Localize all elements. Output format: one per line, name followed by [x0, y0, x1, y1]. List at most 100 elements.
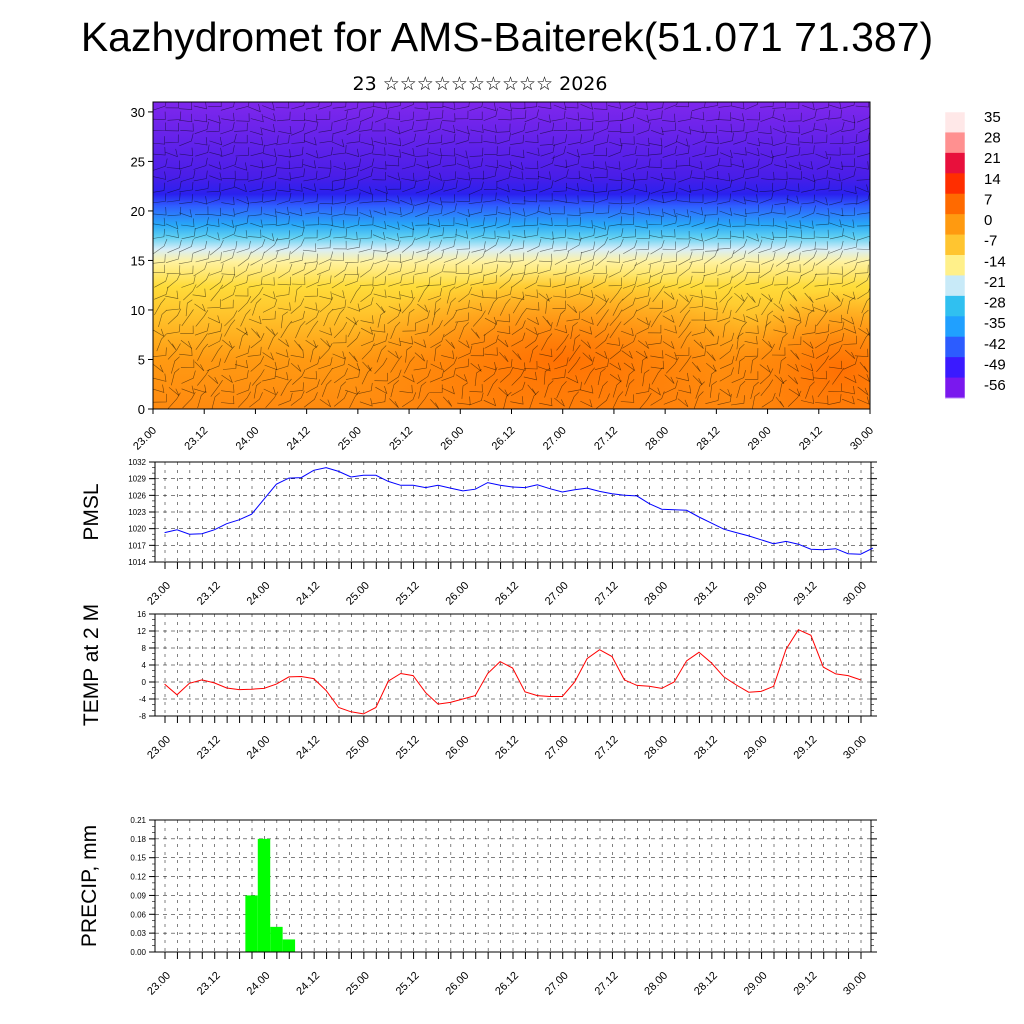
- wind-barb: [345, 368, 360, 380]
- wind-barb: [306, 320, 319, 338]
- wind-barb: [706, 362, 717, 372]
- wind-barb: [331, 179, 346, 192]
- wind-barb: [705, 135, 719, 144]
- wind-barb: [761, 392, 776, 408]
- wind-barb: [166, 323, 181, 335]
- x-tick-label: 29.00: [746, 425, 774, 453]
- wind-barb: [773, 314, 785, 324]
- x-tick-label: 23.12: [195, 734, 223, 762]
- wind-barb: [527, 384, 537, 395]
- wind-barb: [402, 392, 417, 408]
- wind-barb: [677, 111, 692, 122]
- wind-barb: [167, 392, 181, 409]
- wind-barb: [402, 374, 415, 383]
- wind-barb: [800, 262, 816, 277]
- wind-barb: [276, 160, 290, 170]
- wind-barb: [316, 168, 332, 181]
- wind-barb: [635, 383, 650, 395]
- wind-barb: [800, 145, 815, 156]
- wind-barb: [224, 345, 235, 364]
- wind-barb: [663, 291, 675, 300]
- wind-barb: [250, 219, 263, 228]
- wind-barb: [167, 169, 182, 182]
- wind-barb: [788, 161, 802, 170]
- wind-barb: [153, 328, 165, 337]
- wind-barb: [594, 236, 609, 253]
- wind-barb: [263, 167, 278, 180]
- wind-barb: [390, 355, 402, 373]
- wind-barb: [386, 233, 400, 242]
- wind-barb: [275, 102, 290, 109]
- wind-barb: [250, 160, 264, 169]
- wind-barb: [772, 113, 786, 123]
- wind-barb: [427, 288, 443, 301]
- wind-barb: [827, 394, 842, 406]
- wind-barb: [706, 351, 716, 362]
- colorbar-swatch: [945, 357, 965, 379]
- wind-barb: [612, 380, 622, 398]
- wind-barb: [640, 356, 648, 374]
- wind-barb: [526, 238, 542, 253]
- wind-barb: [442, 386, 455, 395]
- wind-barb: [359, 186, 372, 195]
- y-tick-label: 8: [142, 644, 147, 653]
- wind-barb: [197, 369, 210, 386]
- wind-barb: [567, 251, 582, 263]
- wind-barb: [153, 347, 167, 357]
- wind-barb: [539, 193, 553, 202]
- wind-barb: [621, 173, 635, 182]
- colorbar-swatch: [945, 112, 965, 133]
- wind-barb: [815, 395, 829, 404]
- wind-barb: [719, 286, 733, 303]
- colorbar-label: 0: [984, 212, 992, 229]
- wind-barb: [787, 390, 802, 407]
- wind-barb: [512, 350, 522, 361]
- wind-barb: [553, 102, 567, 111]
- wind-barb: [761, 252, 776, 265]
- wind-barb: [372, 171, 386, 181]
- wind-barb: [579, 326, 593, 335]
- colorbar-swatch: [945, 214, 965, 236]
- wind-barb: [584, 367, 595, 385]
- colorbar-frame: [944, 111, 966, 399]
- wind-barb: [843, 356, 858, 370]
- wind-barb: [414, 102, 428, 110]
- y-tick-label: 1023: [128, 508, 146, 517]
- wind-barb: [400, 111, 415, 122]
- wind-barb: [828, 383, 842, 392]
- wind-barb: [775, 396, 785, 408]
- wind-barb: [303, 370, 317, 380]
- wind-barb: [759, 263, 774, 279]
- wind-barb: [648, 110, 663, 121]
- wind-barb: [705, 111, 720, 122]
- wind-barb: [373, 333, 388, 346]
- wind-barb: [414, 352, 425, 362]
- wind-barb: [774, 159, 788, 169]
- wind-barb: [194, 137, 208, 146]
- wind-barb: [636, 137, 650, 147]
- wind-barb: [805, 309, 814, 327]
- colorbar-swatch: [945, 295, 965, 317]
- wind-barb: [401, 172, 415, 182]
- wind-barb: [608, 277, 622, 287]
- wind-barb: [153, 146, 166, 156]
- wind-barb: [691, 171, 705, 180]
- wind-barb: [829, 240, 844, 254]
- wind-barb: [523, 193, 538, 203]
- wind-barb: [676, 138, 689, 147]
- wind-barb: [759, 191, 774, 204]
- x-tick-label: 24.12: [294, 734, 322, 762]
- wind-barb: [554, 357, 569, 370]
- wind-barb: [552, 300, 566, 309]
- wind-barb: [455, 150, 468, 159]
- wind-barb: [415, 204, 430, 218]
- wind-barb: [374, 109, 390, 123]
- wind-barb: [483, 181, 498, 190]
- wind-barb: [786, 124, 800, 134]
- wind-barb: [248, 103, 261, 113]
- wind-barb: [709, 369, 717, 387]
- wind-barb: [442, 171, 457, 182]
- wind-barb: [634, 171, 648, 181]
- wind-barb: [195, 310, 209, 327]
- wind-barb: [787, 205, 802, 218]
